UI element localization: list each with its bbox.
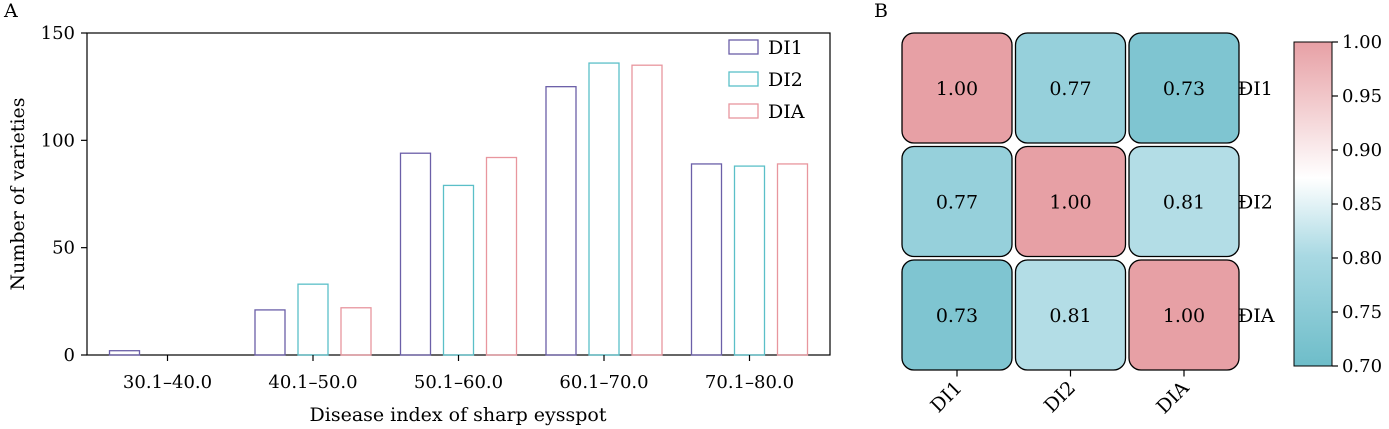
heatmap-cell	[1014, 145, 1127, 258]
x-tick-label: 40.1–50.0	[268, 372, 357, 393]
bar-marks	[108, 62, 809, 356]
y-axis-label: Number of varieties	[7, 97, 29, 290]
bar-di1-2	[399, 152, 432, 356]
col-label-dia: DIA	[1152, 377, 1194, 419]
bar-di2-4	[733, 165, 766, 356]
colorbar-tick-label: 0.95	[1342, 86, 1382, 107]
legend-label-di2: DI2	[768, 69, 803, 91]
bar-dia-3	[631, 64, 663, 356]
colorbar-tick-label: 0.80	[1342, 248, 1382, 269]
legend-label-dia: DIA	[768, 101, 805, 123]
row-label-di1: DI1	[1238, 78, 1273, 100]
bar-dia-1	[340, 307, 372, 356]
col-label-di2: DI2	[1040, 377, 1080, 417]
heatmap-value: 0.77	[1049, 78, 1091, 100]
x-tick-label: 70.1–80.0	[705, 372, 794, 393]
heatmap-cell	[1014, 32, 1127, 144]
bar-di1-0	[108, 350, 141, 356]
y-tick-label: 150	[41, 23, 75, 44]
bar-dia-4	[776, 163, 809, 356]
y-tick-label: 50	[52, 238, 75, 259]
legend-swatch-di2	[728, 71, 759, 87]
colorbar-tick-label: 0.75	[1342, 302, 1382, 323]
heatmap-cell	[901, 145, 1013, 258]
bar-di2-2	[442, 184, 475, 356]
y-tick-label: 0	[64, 345, 75, 366]
heatmap-value: 1.00	[1049, 192, 1091, 214]
row-label-di2: DI2	[1238, 192, 1273, 214]
bar-di2-1	[297, 283, 329, 356]
heatmap-row-labels: DI1 DI2 DIA	[1238, 78, 1275, 327]
colorbar-ticks: 1.00 0.95 0.90 0.85 0.80 0.75 0.70	[1332, 32, 1382, 377]
heatmap-col-labels: DI1 DI2 DIA	[926, 370, 1194, 419]
colorbar-tick-label: 0.70	[1342, 356, 1382, 377]
bar-dia-2	[485, 156, 518, 356]
bar-di1-1	[254, 309, 286, 356]
panel-label-b: B	[874, 0, 888, 22]
heatmap-value: 1.00	[1163, 305, 1205, 327]
x-tick-label: 30.1–40.0	[123, 372, 212, 393]
heatmap-value: 0.77	[936, 192, 978, 214]
heatmap-panel: B 1.00 0.77 0.73 0.77 1.00 0.81 0.73 0.81 1.00 D…	[874, 0, 1382, 418]
col-label-di1: DI1	[926, 377, 966, 417]
bar-di1-3	[545, 86, 577, 356]
bar-panel: A 0 50 100 150 30.1–40.0 40.1–50.0 50.1–60.0 6…	[3, 0, 831, 426]
bar-plot-frame	[86, 32, 831, 356]
colorbar-tick-label: 0.90	[1342, 140, 1382, 161]
row-label-dia: DIA	[1238, 305, 1275, 327]
x-tick-label: 50.1–60.0	[414, 372, 503, 393]
legend-swatch-dia	[728, 103, 759, 119]
heatmap-value: 0.73	[1163, 78, 1205, 100]
colorbar	[1293, 41, 1333, 367]
legend-label-di1: DI1	[768, 37, 803, 59]
heatmap-value: 0.81	[1049, 305, 1091, 327]
heatmap-cells: 1.00 0.77 0.73 0.77 1.00 0.81 0.73 0.81 1.00	[901, 32, 1240, 371]
colorbar-tick-label: 0.85	[1342, 194, 1382, 215]
y-axis-ticks: 0 50 100 150	[41, 23, 87, 366]
bar-di1-4	[690, 163, 723, 356]
heatmap-value: 1.00	[936, 78, 978, 100]
x-tick-label: 60.1–70.0	[559, 372, 648, 393]
y-tick-label: 100	[41, 130, 75, 151]
legend-swatch-di1	[728, 39, 759, 55]
bar-di2-3	[588, 62, 620, 356]
x-axis-ticks: 30.1–40.0 40.1–50.0 50.1–60.0 60.1–70.0 70.1…	[123, 355, 794, 393]
heatmap-value: 0.73	[936, 305, 978, 327]
heatmap-cell	[901, 32, 1013, 144]
legend: DI1 DI2 DIA	[728, 37, 805, 123]
colorbar-tick-label: 1.00	[1342, 32, 1382, 53]
x-axis-label: Disease index of sharp eysspot	[310, 404, 607, 426]
heatmap-value: 0.81	[1163, 192, 1205, 214]
panel-label-a: A	[3, 0, 18, 22]
